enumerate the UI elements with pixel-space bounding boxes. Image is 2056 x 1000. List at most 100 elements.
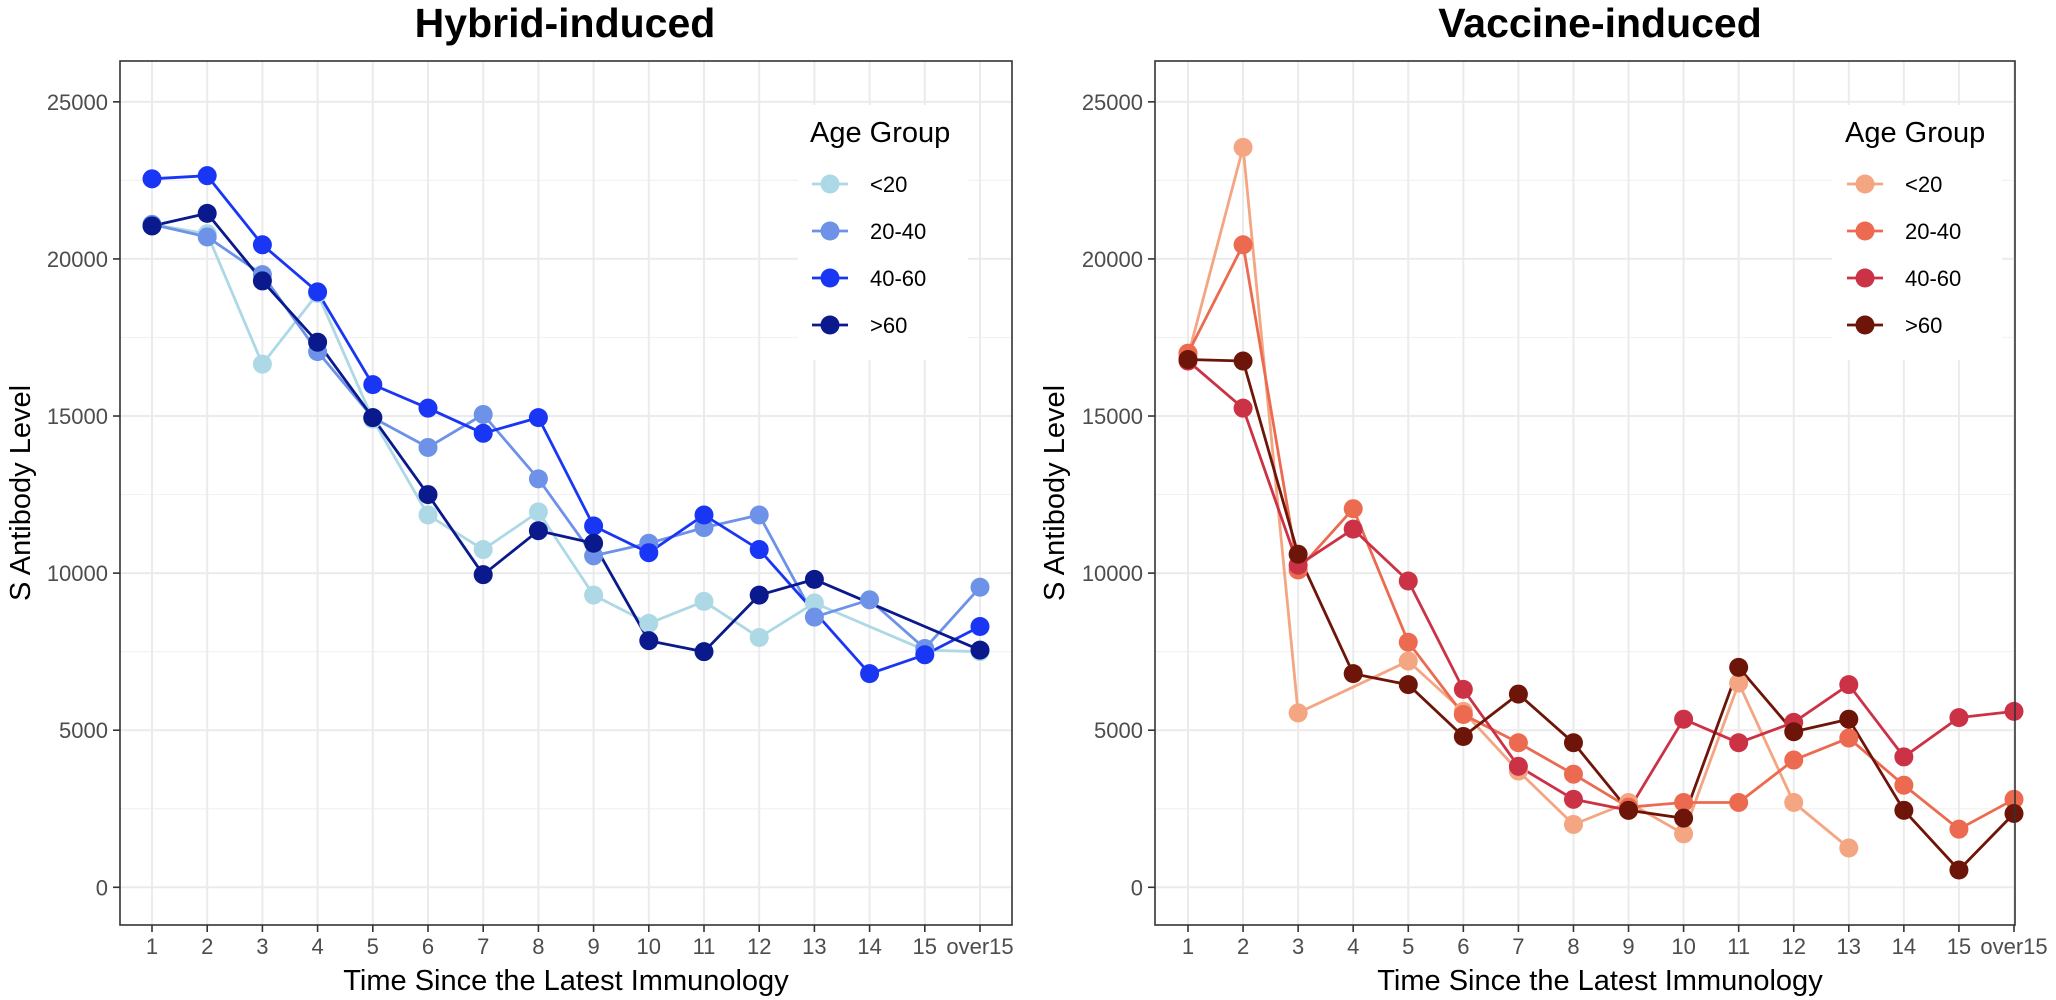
vaccine-chart-title: Vaccine-induced xyxy=(1438,0,1762,46)
hybrid-point-gt-60 xyxy=(363,408,383,428)
hybrid-point-gt-60 xyxy=(528,521,548,541)
hybrid-point-40-60 xyxy=(528,408,548,428)
vaccine-point-gt-60 xyxy=(1563,733,1583,753)
vaccine-point-lt-20 xyxy=(1563,814,1583,834)
hybrid-point-gt-60 xyxy=(252,271,272,291)
hybrid-x-tick-label: 10 xyxy=(637,934,661,959)
hybrid-point-40-60 xyxy=(197,166,217,186)
vaccine-series-points xyxy=(1178,137,2024,880)
vaccine-x-tick-label: 6 xyxy=(1457,934,1469,959)
hybrid-y-tick-label: 15000 xyxy=(47,404,108,429)
vaccine-plot-border xyxy=(1154,60,2016,926)
vaccine-line-lt-20 xyxy=(1186,146,1850,850)
vaccine-point-lt-20 xyxy=(1233,137,1253,157)
hybrid-line-gt-60 xyxy=(151,212,981,654)
hybrid-x-tick-label: 5 xyxy=(367,934,379,959)
vaccine-x-tick-label: 14 xyxy=(1892,934,1916,959)
vaccine-point-gt-60 xyxy=(1894,800,1914,820)
vaccine-line-gt-60 xyxy=(1187,358,2016,872)
vaccine-x-tick-label: 7 xyxy=(1512,934,1524,959)
vaccine-point-gt-60 xyxy=(1949,860,1969,880)
vaccine-x-tick-label: 2 xyxy=(1237,934,1249,959)
hybrid-legend-key-point xyxy=(820,315,840,335)
hybrid-point-gt-60 xyxy=(584,533,604,553)
vaccine-point-gt-60 xyxy=(1343,664,1363,684)
vaccine-point-gt-60 xyxy=(1178,349,1198,369)
hybrid-induced-panel: Hybrid-induced 0 5000 10000 15000 20000 25000… xyxy=(5,0,1014,997)
vaccine-point-20-40 xyxy=(1894,775,1914,795)
vaccine-point-lt-20 xyxy=(1729,673,1749,693)
vaccine-point-20-40 xyxy=(1563,764,1583,784)
vaccine-x-ticks: 1 2 3 4 5 6 7 8 9 10 11 12 13 14 15 over15 xyxy=(1182,925,2048,959)
vaccine-point-20-40 xyxy=(1674,792,1694,812)
vaccine-point-40-60 xyxy=(2004,701,2024,721)
vaccine-legend-label: <20 xyxy=(1905,172,1942,197)
hybrid-x-axis-title: Time Since the Latest Immunology xyxy=(343,965,789,997)
vaccine-x-tick-label: over15 xyxy=(1980,934,2047,959)
hybrid-y-tick-label: 5000 xyxy=(59,718,108,743)
hybrid-x-tick-label: 4 xyxy=(311,934,323,959)
hybrid-legend-key-point xyxy=(820,268,840,288)
vaccine-point-20-40 xyxy=(1453,704,1473,724)
hybrid-x-tick-label: 15 xyxy=(913,934,937,959)
vaccine-point-40-60 xyxy=(1233,398,1253,418)
hybrid-point-gt-60 xyxy=(197,203,217,223)
hybrid-legend-items: <20 20-40 40-60 >60 xyxy=(812,172,926,338)
vaccine-y-axis-title: S Antibody Level xyxy=(1039,385,1071,601)
vaccine-point-20-40 xyxy=(1398,632,1418,652)
hybrid-point-40-60 xyxy=(473,423,493,443)
hybrid-point-40-60 xyxy=(252,235,272,255)
hybrid-point-40-60 xyxy=(142,169,162,189)
hybrid-series-points xyxy=(142,166,990,684)
hybrid-x-tick-label: 8 xyxy=(532,934,544,959)
vaccine-y-tick-label: 5000 xyxy=(1094,718,1143,743)
vaccine-point-gt-60 xyxy=(2004,803,2024,823)
vaccine-x-tick-label: 4 xyxy=(1347,934,1359,959)
vaccine-y-tick-label: 0 xyxy=(1131,875,1143,900)
vaccine-series-lines xyxy=(1186,146,2016,872)
hybrid-legend-label: 20-40 xyxy=(870,219,926,244)
vaccine-point-20-40 xyxy=(1729,792,1749,812)
vaccine-point-gt-60 xyxy=(1233,351,1253,371)
hybrid-point-gt-60 xyxy=(970,640,990,660)
hybrid-legend-key-point xyxy=(820,174,840,194)
hybrid-legend: Age Group <20 20-40 40-60 >60 xyxy=(798,105,968,360)
vaccine-point-40-60 xyxy=(1508,756,1528,776)
vaccine-induced-panel: Vaccine-induced 0 5000 10000 15000 20000 2500… xyxy=(1039,0,2048,997)
hybrid-x-ticks: 1 2 3 4 5 6 7 8 9 10 11 12 13 14 15 over15 xyxy=(146,925,1014,959)
vaccine-point-lt-20 xyxy=(1674,824,1694,844)
hybrid-point-40-60 xyxy=(860,664,880,684)
hybrid-point-gt-60 xyxy=(308,332,328,352)
vaccine-legend-label: 20-40 xyxy=(1905,219,1961,244)
hybrid-point-gt-60 xyxy=(804,569,824,589)
hybrid-point-lt-20 xyxy=(252,354,272,374)
vaccine-x-tick-label: 11 xyxy=(1727,934,1750,959)
hybrid-point-gt-60 xyxy=(473,565,493,585)
vaccine-point-gt-60 xyxy=(1288,544,1308,564)
hybrid-point-40-60 xyxy=(308,282,328,302)
hybrid-x-tick-label: 11 xyxy=(693,934,716,959)
vaccine-point-40-60 xyxy=(1894,747,1914,767)
vaccine-point-20-40 xyxy=(1343,499,1363,519)
vaccine-y-tick-label: 10000 xyxy=(1082,561,1143,586)
vaccine-x-tick-label: 10 xyxy=(1671,934,1695,959)
hybrid-point-20-40 xyxy=(473,404,493,424)
hybrid-point-gt-60 xyxy=(142,216,162,236)
hybrid-y-tick-label: 0 xyxy=(96,875,108,900)
vaccine-x-tick-label: 1 xyxy=(1182,934,1194,959)
vaccine-x-tick-label: 15 xyxy=(1947,934,1971,959)
vaccine-point-20-40 xyxy=(1508,733,1528,753)
vaccine-point-40-60 xyxy=(1839,675,1859,695)
vaccine-point-20-40 xyxy=(1949,819,1969,839)
hybrid-point-20-40 xyxy=(418,437,438,457)
vaccine-x-tick-label: 13 xyxy=(1837,934,1861,959)
vaccine-point-20-40 xyxy=(2004,789,2024,809)
vaccine-point-40-60 xyxy=(1563,789,1583,809)
vaccine-y-tick-label: 25000 xyxy=(1082,90,1143,115)
hybrid-point-40-60 xyxy=(363,375,383,395)
vaccine-point-lt-20 xyxy=(1784,792,1804,812)
hybrid-point-40-60 xyxy=(694,505,714,525)
vaccine-point-lt-20 xyxy=(1839,838,1859,858)
hybrid-chart-title: Hybrid-induced xyxy=(415,0,716,46)
hybrid-y-axis-title: S Antibody Level xyxy=(5,385,37,601)
